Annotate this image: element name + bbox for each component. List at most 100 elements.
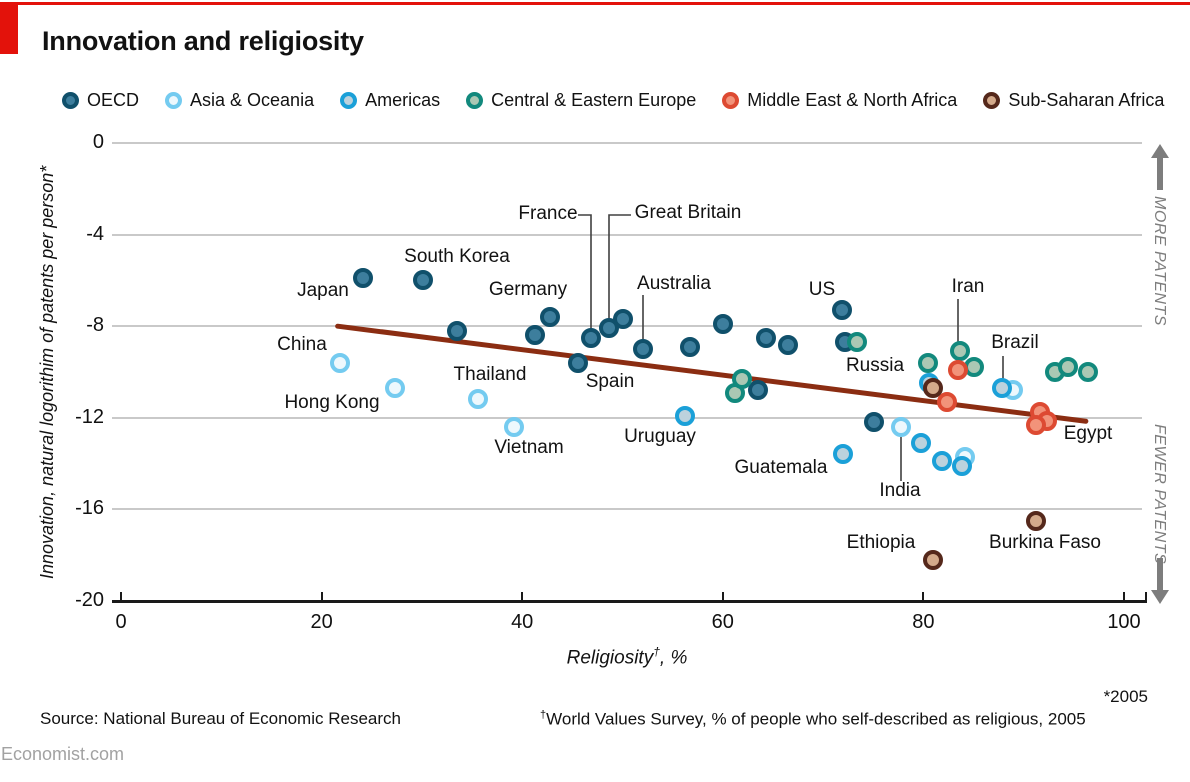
source-note: Source: National Bureau of Economic Rese…	[40, 709, 401, 728]
point-central-eastern-europe	[949, 341, 970, 362]
point-americas	[932, 451, 953, 472]
x-tick-mark-80	[922, 592, 925, 601]
y-tick-label--8: -8	[86, 314, 104, 337]
country-label-vietnam: Vietnam	[494, 437, 564, 458]
point-oecd	[679, 336, 700, 357]
point-sub-saharan-africa	[923, 378, 944, 399]
gridline-y0	[112, 142, 1142, 144]
legend-label-oecd: OECD	[87, 90, 140, 110]
country-label-iran: Iran	[951, 276, 985, 297]
point-oecd	[612, 309, 633, 330]
country-label-australia: Australia	[637, 273, 711, 294]
country-label-france: France	[518, 203, 578, 224]
dagger-footnote: †World Values Survey, % of people who se…	[540, 709, 1086, 729]
legend-item-americas: Americas	[340, 90, 440, 111]
legend-item-oecd: OECD	[62, 90, 139, 111]
top-red-rule	[0, 2, 1190, 5]
label-connector-france	[578, 214, 592, 329]
point-vietnam	[504, 416, 525, 437]
point-americas	[911, 432, 932, 453]
country-label-japan: Japan	[297, 280, 349, 301]
legend-swatch-asia-oceania-icon	[165, 92, 183, 109]
x-tick-mark-60	[721, 592, 724, 601]
point-central-eastern-europe	[1077, 362, 1098, 382]
country-label-brazil: Brazil	[991, 332, 1039, 353]
point-oecd	[747, 380, 768, 401]
legend-item-middle-east-north-africa: Middle East & North Africa	[722, 90, 957, 111]
economist-brand: Economist.com	[1, 744, 125, 764]
x-axis-title: Religiosity†, %	[566, 645, 688, 669]
legend-label-americas: Americas	[365, 90, 441, 110]
fewer-patents-note: FEWER PATENTS	[1151, 424, 1168, 565]
country-label-thailand: Thailand	[453, 364, 527, 385]
point-us	[832, 300, 853, 321]
country-label-guatemala: Guatemala	[734, 457, 828, 478]
point-spain	[568, 352, 589, 373]
x-tick-mark-20	[320, 592, 323, 601]
point-oecd	[712, 313, 733, 334]
label-connector-great-britain	[608, 214, 631, 320]
legend-label-sub-saharan-africa: Sub-Saharan Africa	[1008, 90, 1165, 110]
country-label-egypt: Egypt	[1063, 423, 1113, 444]
point-china	[329, 352, 350, 373]
point-oecd	[864, 412, 885, 433]
down-arrow-icon	[1151, 558, 1169, 604]
x-tick-label-20: 20	[310, 611, 333, 633]
country-label-hong-kong: Hong Kong	[284, 392, 380, 413]
y-tick-label-0: 0	[92, 131, 104, 153]
page-title: Innovation and religiosity	[42, 26, 364, 56]
y-tick-label--12: -12	[75, 405, 104, 428]
point-hong-kong	[384, 378, 405, 399]
x-tick-mark-40	[521, 592, 524, 601]
country-label-us: US	[808, 279, 836, 300]
country-label-germany: Germany	[488, 279, 568, 300]
point-uruguay	[674, 405, 695, 426]
y-tick-label--4: -4	[86, 222, 104, 245]
point-oecd	[525, 325, 546, 346]
y-axis-title: Innovation, natural logorithim of patent…	[37, 165, 57, 579]
legend-label-asia-oceania: Asia & Oceania	[190, 90, 315, 110]
gridline-y-16	[112, 508, 1142, 511]
point-germany	[540, 307, 561, 328]
point-americas	[951, 455, 972, 476]
country-label-uruguay: Uruguay	[624, 426, 696, 447]
legend-swatch-americas-icon	[340, 92, 358, 109]
legend-item-central-eastern-europe: Central & Eastern Europe	[466, 90, 696, 111]
x-tick-mark-end	[1145, 592, 1147, 601]
point-oecd	[755, 327, 776, 348]
x-tick-mark-100	[1123, 592, 1125, 601]
point-thailand	[468, 389, 489, 410]
point-japan	[352, 268, 373, 289]
legend: OECD Asia & Oceania Americas Central & E…	[62, 90, 1164, 111]
point-iran	[947, 359, 968, 380]
x-tick-mark-0	[120, 592, 122, 601]
x-tick-label-60: 60	[711, 611, 734, 633]
x-tick-label-0: 0	[115, 611, 127, 633]
point-brazil	[991, 378, 1012, 399]
legend-swatch-middle-east-north-africa-icon	[722, 92, 740, 109]
x-axis-line	[112, 600, 1147, 603]
legend-label-middle-east-north-africa: Middle East & North Africa	[747, 90, 958, 110]
legend-label-central-eastern-europe: Central & Eastern Europe	[491, 90, 697, 110]
point-oecd	[777, 334, 798, 355]
legend-swatch-central-eastern-europe-icon	[466, 92, 484, 109]
point-guatemala	[833, 444, 854, 465]
point-france	[581, 327, 602, 348]
legend-swatch-oecd-icon	[62, 92, 79, 109]
point-oecd	[447, 320, 467, 341]
point-central-eastern-europe	[731, 368, 752, 389]
country-label-ethiopia: Ethiopia	[846, 532, 916, 553]
legend-item-sub-saharan-africa: Sub-Saharan Africa	[983, 90, 1164, 111]
gridline-y-12	[112, 416, 1142, 419]
country-label-burkina-faso: Burkina Faso	[989, 532, 1101, 553]
point-central-eastern-europe	[1057, 357, 1078, 378]
legend-swatch-sub-saharan-africa-icon	[983, 92, 1001, 109]
country-label-russia: Russia	[845, 355, 905, 376]
point-burkina-faso	[1025, 510, 1046, 531]
gridline-y-4	[112, 233, 1142, 236]
x-tick-label-100: 100	[1107, 611, 1141, 633]
legend-item-asia-oceania: Asia & Oceania	[165, 90, 314, 111]
country-label-great-britain: Great Britain	[634, 202, 742, 223]
point-south-korea	[412, 270, 433, 291]
